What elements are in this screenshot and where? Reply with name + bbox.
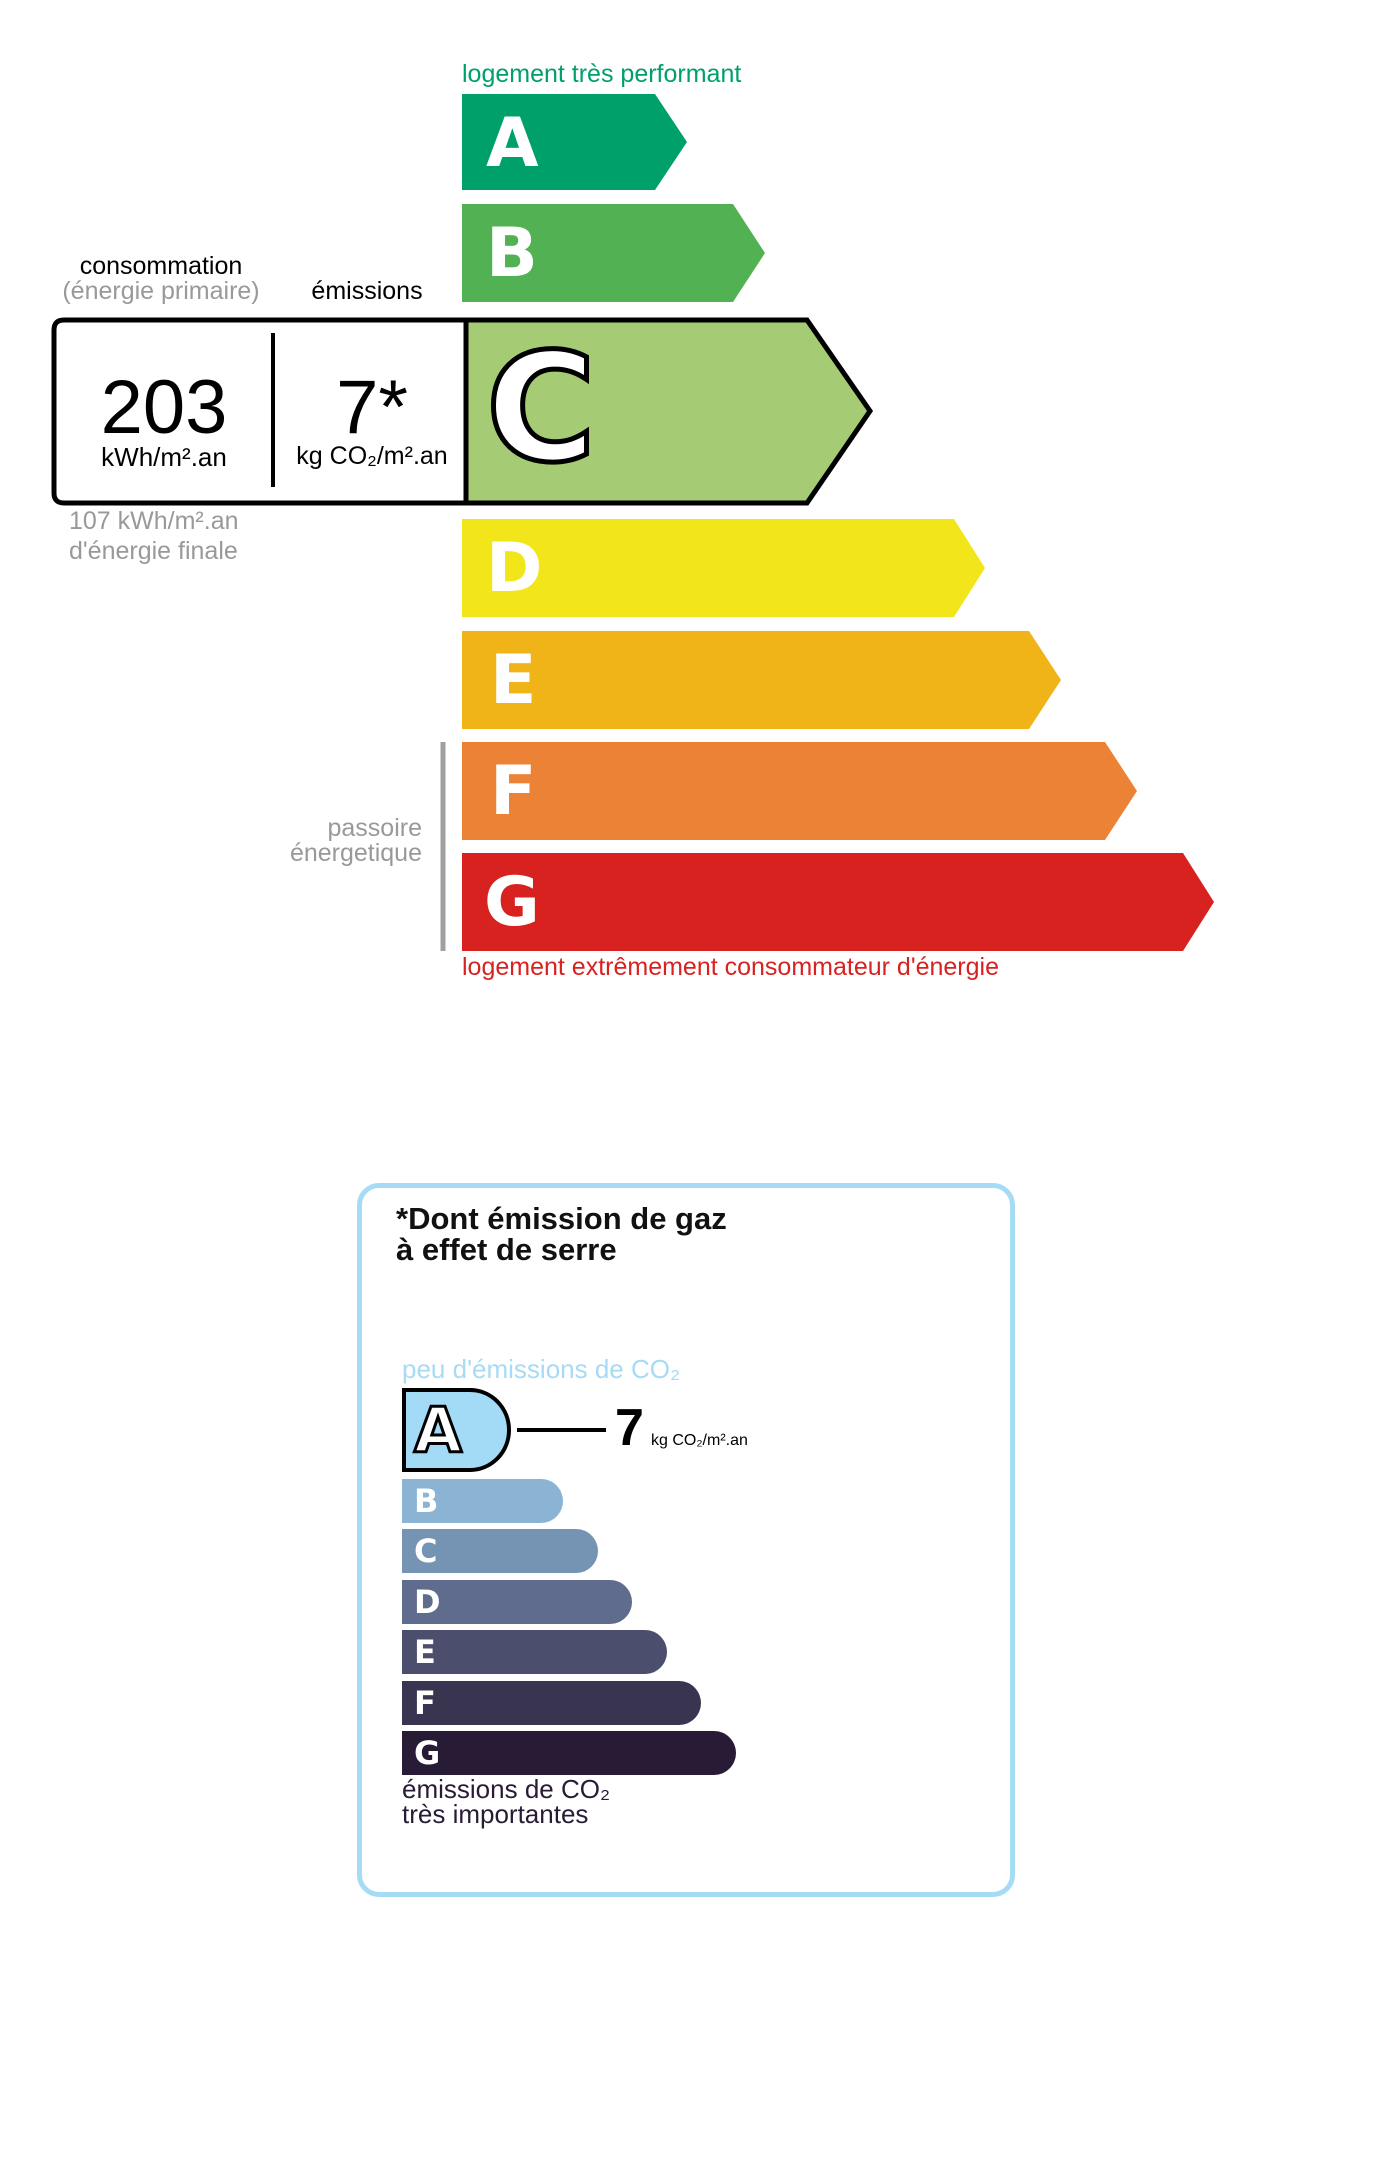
ges-bottom-caption-line2: très importantes (402, 1799, 589, 1829)
emissions-value: 7* (336, 365, 408, 450)
energy-bars (51, 94, 1214, 951)
bar-e (462, 631, 1061, 729)
bar-g (462, 853, 1214, 951)
ges-bottom-caption-line1: émissions de CO₂ (402, 1774, 611, 1804)
bar-e-letter: E (490, 641, 537, 720)
bar-a (462, 94, 687, 190)
bar-c (463, 317, 874, 506)
ges-label-panel (357, 1183, 1015, 1897)
value-box (51, 317, 469, 506)
bar-a-letter: A (486, 104, 539, 183)
bar-b-letter: B (486, 214, 538, 293)
consumption-heading: consommation (79, 252, 243, 280)
emissions-unit: kg CO₂/m².an (296, 442, 448, 470)
passoire-label-line2: énergetique (289, 839, 422, 867)
final-energy-value: 107 kWh/m².an (69, 507, 239, 535)
consumption-value: 203 (100, 365, 228, 450)
consumption-subheading: (énergie primaire) (62, 277, 260, 305)
consumption-unit: kWh/m².an (101, 442, 227, 472)
ges-bar-e-letter: E (414, 1633, 436, 1671)
bottom-caption: logement extrêmement consommateur d'éner… (462, 953, 999, 981)
ges-bar-b-letter: B (414, 1482, 439, 1520)
bar-g-letter: G (484, 863, 540, 942)
ges-value: 7 (615, 1399, 644, 1457)
passoire-label-line1: passoire (327, 814, 423, 842)
ges-bar-f-letter: F (414, 1684, 436, 1722)
ges-title-line2: à effet de serre (396, 1232, 617, 1267)
emissions-heading: émissions (311, 277, 423, 305)
bar-b (462, 204, 765, 302)
bar-d (462, 519, 985, 617)
top-caption: logement très performant (462, 60, 742, 88)
ges-bar-a-letter: A (413, 1393, 464, 1469)
bar-f-letter: F (490, 752, 537, 831)
bar-f (462, 742, 1137, 840)
ges-bar-c-letter: C (414, 1532, 438, 1570)
ges-top-caption: peu d'émissions de CO₂ (402, 1354, 681, 1384)
ges-title-line1: *Dont émission de gaz (396, 1201, 727, 1236)
ges-bar-d-letter: D (414, 1583, 441, 1621)
bar-c-letter: C (483, 322, 598, 497)
bar-d-letter: D (486, 529, 543, 608)
final-energy-label: d'énergie finale (69, 537, 238, 565)
ges-unit: kg CO₂/m².an (651, 1432, 748, 1449)
ges-bar-g-letter: G (414, 1734, 441, 1772)
